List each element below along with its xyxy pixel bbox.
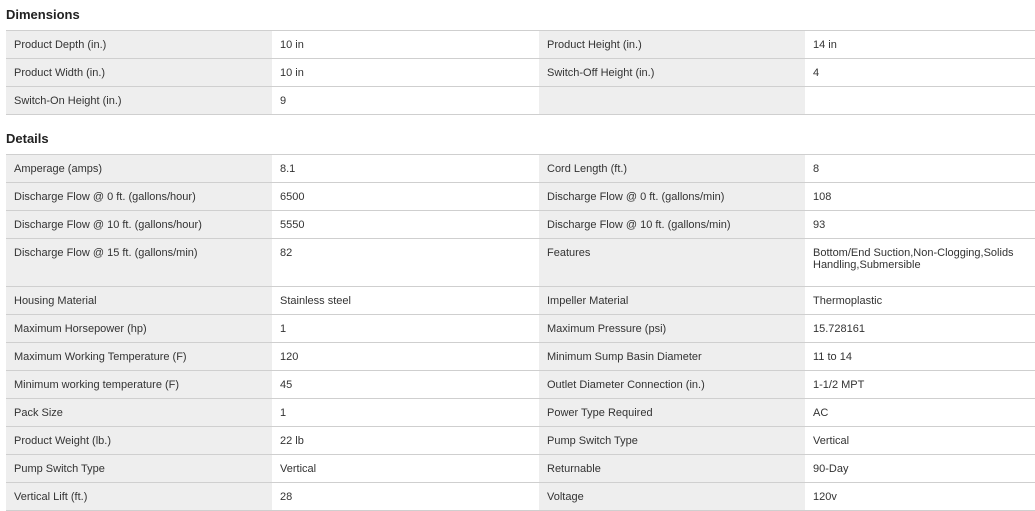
spec-label: Minimum working temperature (F) — [6, 370, 272, 399]
spec-label: Discharge Flow @ 0 ft. (gallons/min) — [539, 182, 805, 211]
spec-label: Product Depth (in.) — [6, 30, 272, 59]
spec-value: 82 — [272, 238, 539, 287]
spec-value: 120 — [272, 342, 539, 371]
spec-label: Product Weight (lb.) — [6, 426, 272, 455]
spec-label: Pump Switch Type — [6, 454, 272, 483]
dimensions-heading: Dimensions — [6, 7, 80, 22]
spec-label: Discharge Flow @ 0 ft. (gallons/hour) — [6, 182, 272, 211]
spec-row: Product Width (in.) 10 in Switch-Off Heigh… — [6, 58, 1035, 87]
spec-row: Maximum Working Temperature (F) 120 Minimu… — [6, 342, 1035, 371]
spec-label: Maximum Working Temperature (F) — [6, 342, 272, 371]
spec-row: Vertical Lift (ft.) 28 Voltage 120v — [6, 482, 1035, 511]
spec-value: Vertical — [272, 454, 539, 483]
spec-row: Amperage (amps) 8.1 Cord Length (ft.) 8 — [6, 154, 1035, 183]
spec-value: 5550 — [272, 210, 539, 239]
spec-row: Product Depth (in.) 10 in Product Height (… — [6, 30, 1035, 59]
spec-label: Pump Switch Type — [539, 426, 805, 455]
spec-label: Cord Length (ft.) — [539, 154, 805, 183]
spec-row: Pump Switch Type Vertical Returnable 90-Day — [6, 454, 1035, 483]
spec-label: Maximum Horsepower (hp) — [6, 314, 272, 343]
spec-row: Housing Material Stainless steel Impeller … — [6, 286, 1035, 315]
spec-label: Amperage (amps) — [6, 154, 272, 183]
spec-row: Maximum Horsepower (hp) 1 Maximum Pressure… — [6, 314, 1035, 343]
spec-row: Discharge Flow @ 0 ft. (gallons/hour) 650… — [6, 182, 1035, 211]
spec-value: AC — [805, 398, 1035, 427]
spec-value: 1 — [272, 314, 539, 343]
spec-label: Minimum Sump Basin Diameter — [539, 342, 805, 371]
spec-label: Power Type Required — [539, 398, 805, 427]
spec-value: 4 — [805, 58, 1035, 87]
spec-value: 8.1 — [272, 154, 539, 183]
spec-value: 45 — [272, 370, 539, 399]
dimensions-table: Product Depth (in.) 10 in Product Height (… — [6, 30, 1035, 115]
spec-row: Pack Size 1 Power Type Required AC — [6, 398, 1035, 427]
spec-value: 1-1/2 MPT — [805, 370, 1035, 399]
spec-label: Features — [539, 238, 805, 287]
details-table: Amperage (amps) 8.1 Cord Length (ft.) 8 Disc… — [6, 154, 1035, 511]
spec-label: Impeller Material — [539, 286, 805, 315]
spec-label: Product Width (in.) — [6, 58, 272, 87]
spec-label: Discharge Flow @ 10 ft. (gallons/hour) — [6, 210, 272, 239]
spec-value: 108 — [805, 182, 1035, 211]
spec-value: 22 lb — [272, 426, 539, 455]
spec-label: Discharge Flow @ 15 ft. (gallons/min) — [6, 238, 272, 287]
spec-value: 28 — [272, 482, 539, 511]
spec-value: 15.728161 — [805, 314, 1035, 343]
spec-label: Maximum Pressure (psi) — [539, 314, 805, 343]
spec-label: Returnable — [539, 454, 805, 483]
spec-value — [805, 86, 1035, 115]
spec-value: Vertical — [805, 426, 1035, 455]
spec-row: Discharge Flow @ 15 ft. (gallons/min) 82 F… — [6, 238, 1035, 287]
spec-value: 1 — [272, 398, 539, 427]
spec-label: Discharge Flow @ 10 ft. (gallons/min) — [539, 210, 805, 239]
details-heading: Details — [6, 131, 49, 146]
spec-label: Pack Size — [6, 398, 272, 427]
spec-value: 11 to 14 — [805, 342, 1035, 371]
spec-row: Minimum working temperature (F) 45 Outlet … — [6, 370, 1035, 399]
spec-value: 14 in — [805, 30, 1035, 59]
spec-label: Outlet Diameter Connection (in.) — [539, 370, 805, 399]
spec-label — [539, 86, 805, 115]
spec-value: 10 in — [272, 58, 539, 87]
spec-value: 93 — [805, 210, 1035, 239]
spec-value: Bottom/End Suction,Non-Clogging,Solids H… — [805, 238, 1035, 287]
spec-value: 10 in — [272, 30, 539, 59]
spec-row: Discharge Flow @ 10 ft. (gallons/hour) 55… — [6, 210, 1035, 239]
spec-value: 8 — [805, 154, 1035, 183]
spec-label: Switch-Off Height (in.) — [539, 58, 805, 87]
spec-label: Voltage — [539, 482, 805, 511]
spec-value: Thermoplastic — [805, 286, 1035, 315]
spec-row: Switch-On Height (in.) 9 — [6, 86, 1035, 115]
spec-value: 9 — [272, 86, 539, 115]
spec-value: Stainless steel — [272, 286, 539, 315]
spec-label: Housing Material — [6, 286, 272, 315]
spec-value: 120v — [805, 482, 1035, 511]
spec-label: Vertical Lift (ft.) — [6, 482, 272, 511]
spec-value: 6500 — [272, 182, 539, 211]
spec-value: 90-Day — [805, 454, 1035, 483]
spec-row: Product Weight (lb.) 22 lb Pump Switch Typ… — [6, 426, 1035, 455]
spec-label: Product Height (in.) — [539, 30, 805, 59]
spec-label: Switch-On Height (in.) — [6, 86, 272, 115]
